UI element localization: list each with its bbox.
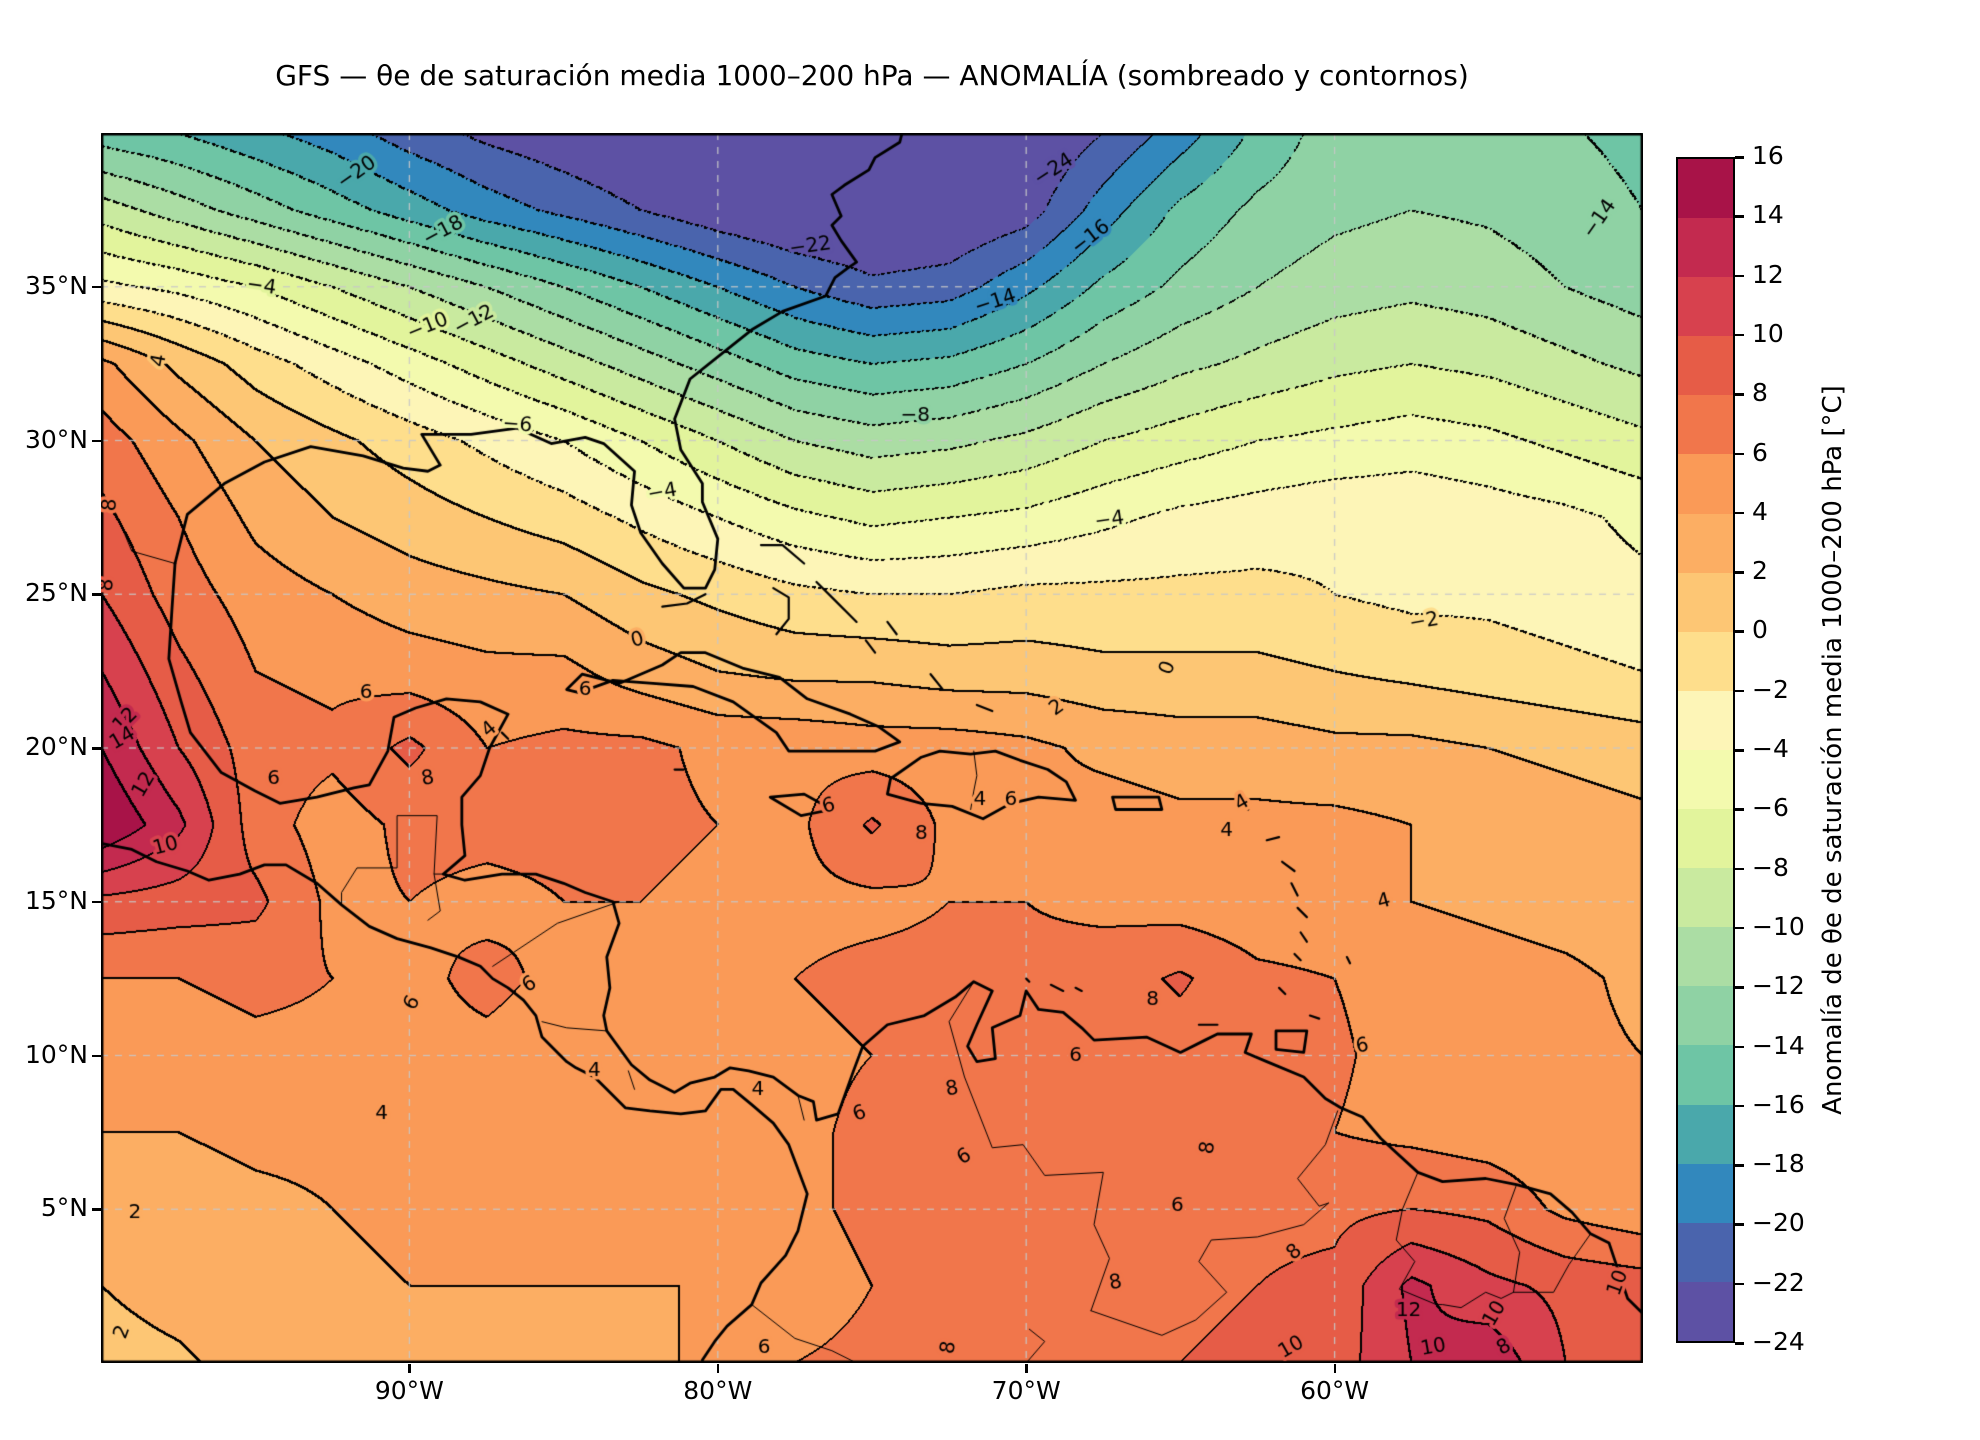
colorbar-tick-mark (1735, 452, 1744, 455)
colorbar-segment (1678, 1222, 1733, 1282)
x-tick-label: 80°W (683, 1376, 753, 1405)
colorbar-tick-label: 2 (1752, 556, 1768, 586)
x-tick-label: 60°W (1300, 1376, 1370, 1405)
colorbar-tick-label: −8 (1752, 852, 1789, 882)
colorbar-segment (1678, 1045, 1733, 1105)
colorbar-tick-mark (1735, 867, 1744, 871)
y-tick-mark (92, 747, 101, 750)
colorbar-segment (1678, 1104, 1733, 1164)
colorbar-tick-mark (1735, 926, 1744, 930)
colorbar-segment (1678, 218, 1733, 278)
colorbar-tick-label: 16 (1752, 141, 1784, 170)
colorbar-segment (1678, 749, 1733, 810)
x-tick-mark (1333, 1364, 1337, 1373)
colorbar-tick-label: 10 (1752, 318, 1784, 348)
colorbar-tick-mark (1735, 571, 1744, 574)
colorbar-tick-label: −18 (1752, 1149, 1805, 1179)
colorbar-tick-mark (1735, 511, 1744, 515)
y-tick-label: 35°N (24, 270, 88, 300)
colorbar-tick-mark (1735, 1282, 1744, 1286)
colorbar-tick-mark (1735, 1045, 1744, 1048)
colorbar-segment (1678, 1163, 1733, 1223)
colorbar-tick-label: −16 (1752, 1089, 1805, 1119)
y-tick-mark (92, 439, 101, 442)
y-tick-mark (92, 900, 101, 904)
colorbar (1676, 157, 1735, 1343)
colorbar-segment (1678, 513, 1733, 573)
colorbar-segment (1678, 572, 1733, 632)
y-tick-label: 10°N (24, 1039, 88, 1069)
colorbar-label: Anomalía de θe de saturación media 1000–… (1818, 385, 1848, 1115)
colorbar-tick-mark (1735, 986, 1744, 989)
x-tick-mark (1025, 1364, 1028, 1373)
colorbar-segment (1678, 986, 1733, 1046)
colorbar-tick-mark (1735, 689, 1744, 693)
colorbar-tick-label: 4 (1752, 496, 1768, 526)
colorbar-tick-label: −22 (1752, 1267, 1805, 1297)
colorbar-tick-label: −6 (1752, 793, 1789, 823)
colorbar-segment (1678, 277, 1733, 337)
colorbar-tick-label: 14 (1752, 200, 1784, 230)
colorbar-tick-mark (1735, 1342, 1744, 1345)
colorbar-segment (1678, 454, 1733, 514)
colorbar-tick-mark (1735, 1164, 1744, 1167)
colorbar-tick-mark (1735, 393, 1744, 396)
colorbar-segment (1678, 159, 1733, 219)
colorbar-segment (1678, 927, 1733, 987)
colorbar-segment (1678, 868, 1733, 928)
x-tick-label: 70°W (991, 1376, 1061, 1405)
y-tick-label: 5°N (40, 1193, 88, 1223)
map-canvas (101, 133, 1643, 1363)
x-tick-mark (408, 1364, 411, 1373)
colorbar-tick-label: 8 (1752, 378, 1768, 408)
colorbar-tick-label: 12 (1752, 259, 1784, 289)
y-tick-label: 15°N (24, 885, 88, 915)
colorbar-tick-label: −4 (1752, 734, 1789, 763)
colorbar-tick-label: −14 (1752, 1030, 1805, 1060)
colorbar-tick-mark (1735, 156, 1744, 159)
colorbar-tick-mark (1735, 808, 1744, 811)
y-tick-mark (92, 593, 101, 596)
colorbar-tick-mark (1735, 274, 1744, 278)
colorbar-tick-label: −2 (1752, 674, 1789, 704)
colorbar-segment (1678, 690, 1733, 750)
colorbar-segment (1678, 336, 1733, 396)
y-tick-label: 30°N (24, 424, 88, 454)
y-tick-mark (92, 1208, 101, 1211)
y-tick-mark (92, 1054, 101, 1057)
colorbar-tick-mark (1735, 215, 1744, 218)
colorbar-segment (1678, 631, 1733, 691)
colorbar-tick-label: 6 (1752, 437, 1768, 467)
x-tick-mark (716, 1364, 720, 1373)
y-tick-label: 20°N (24, 732, 88, 761)
colorbar-tick-label: −20 (1752, 1208, 1805, 1238)
x-tick-label: 90°W (374, 1376, 444, 1405)
colorbar-segment (1678, 395, 1733, 455)
y-tick-mark (92, 285, 101, 289)
chart-title: GFS — θe de saturación media 1000–200 hP… (275, 59, 1469, 93)
colorbar-tick-mark (1735, 1104, 1744, 1108)
colorbar-tick-mark (1735, 1223, 1744, 1226)
colorbar-tick-label: 0 (1752, 615, 1768, 645)
colorbar-segment (1678, 1281, 1733, 1341)
colorbar-tick-mark (1735, 749, 1744, 752)
colorbar-tick-label: −24 (1752, 1327, 1805, 1356)
colorbar-tick-label: −12 (1752, 971, 1805, 1001)
y-tick-label: 25°N (24, 578, 88, 608)
colorbar-tick-mark (1735, 630, 1744, 633)
colorbar-tick-mark (1735, 333, 1744, 337)
colorbar-segment (1678, 809, 1733, 869)
colorbar-tick-label: −10 (1752, 911, 1805, 941)
